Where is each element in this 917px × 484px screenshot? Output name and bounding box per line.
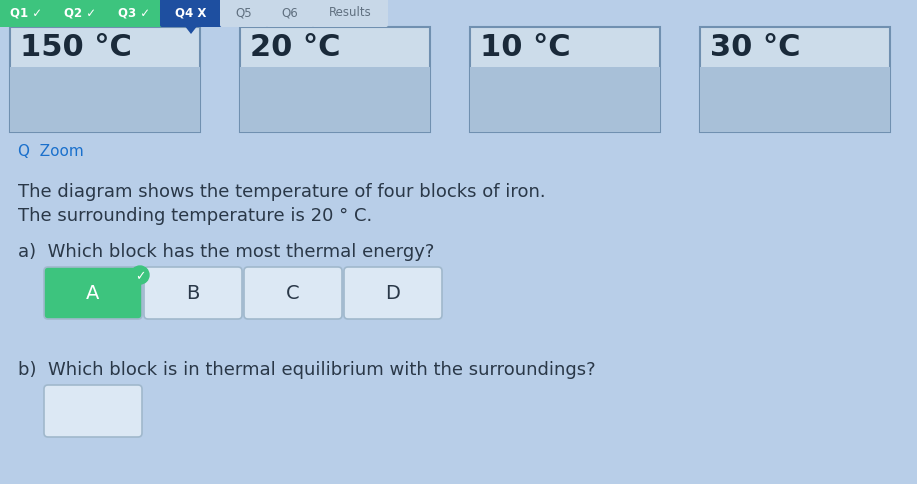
FancyBboxPatch shape <box>10 68 200 133</box>
FancyBboxPatch shape <box>344 268 442 319</box>
FancyBboxPatch shape <box>240 28 430 133</box>
FancyBboxPatch shape <box>700 28 890 133</box>
Text: A: A <box>86 284 100 303</box>
FancyBboxPatch shape <box>700 68 890 133</box>
FancyBboxPatch shape <box>160 0 222 28</box>
FancyBboxPatch shape <box>144 268 242 319</box>
Text: Q1 ✓: Q1 ✓ <box>10 6 42 19</box>
FancyBboxPatch shape <box>44 268 142 319</box>
Text: B: B <box>186 284 200 303</box>
FancyBboxPatch shape <box>106 0 162 28</box>
Text: 150 °C: 150 °C <box>20 33 132 62</box>
Text: 10 °C: 10 °C <box>480 33 570 62</box>
FancyBboxPatch shape <box>10 28 200 133</box>
Text: ✓: ✓ <box>135 270 145 283</box>
FancyBboxPatch shape <box>470 68 660 133</box>
FancyBboxPatch shape <box>240 68 430 133</box>
FancyBboxPatch shape <box>52 0 108 28</box>
FancyBboxPatch shape <box>0 0 54 28</box>
Text: 30 °C: 30 °C <box>710 33 801 62</box>
Text: Q  Zoom: Q Zoom <box>18 144 83 159</box>
Text: Q4 X: Q4 X <box>175 6 206 19</box>
Text: The diagram shows the temperature of four blocks of iron.: The diagram shows the temperature of fou… <box>18 182 546 200</box>
Text: Q5: Q5 <box>236 6 252 19</box>
FancyBboxPatch shape <box>44 385 142 437</box>
Text: The surrounding temperature is 20 ° C.: The surrounding temperature is 20 ° C. <box>18 207 372 225</box>
Circle shape <box>131 267 149 285</box>
FancyBboxPatch shape <box>220 0 268 28</box>
Text: Q2 ✓: Q2 ✓ <box>64 6 96 19</box>
FancyBboxPatch shape <box>470 28 660 133</box>
FancyBboxPatch shape <box>312 0 388 28</box>
FancyBboxPatch shape <box>244 268 342 319</box>
Text: Q3 ✓: Q3 ✓ <box>118 6 150 19</box>
Polygon shape <box>184 26 198 35</box>
FancyBboxPatch shape <box>266 0 314 28</box>
Text: a)  Which block has the most thermal energy?: a) Which block has the most thermal ener… <box>18 242 435 260</box>
Text: 20 °C: 20 °C <box>250 33 340 62</box>
Text: b)  Which block is in thermal equilibrium with the surroundings?: b) Which block is in thermal equilibrium… <box>18 360 596 378</box>
Text: C: C <box>286 284 300 303</box>
Text: Results: Results <box>328 6 371 19</box>
Text: D: D <box>385 284 401 303</box>
Text: Q6: Q6 <box>282 6 298 19</box>
